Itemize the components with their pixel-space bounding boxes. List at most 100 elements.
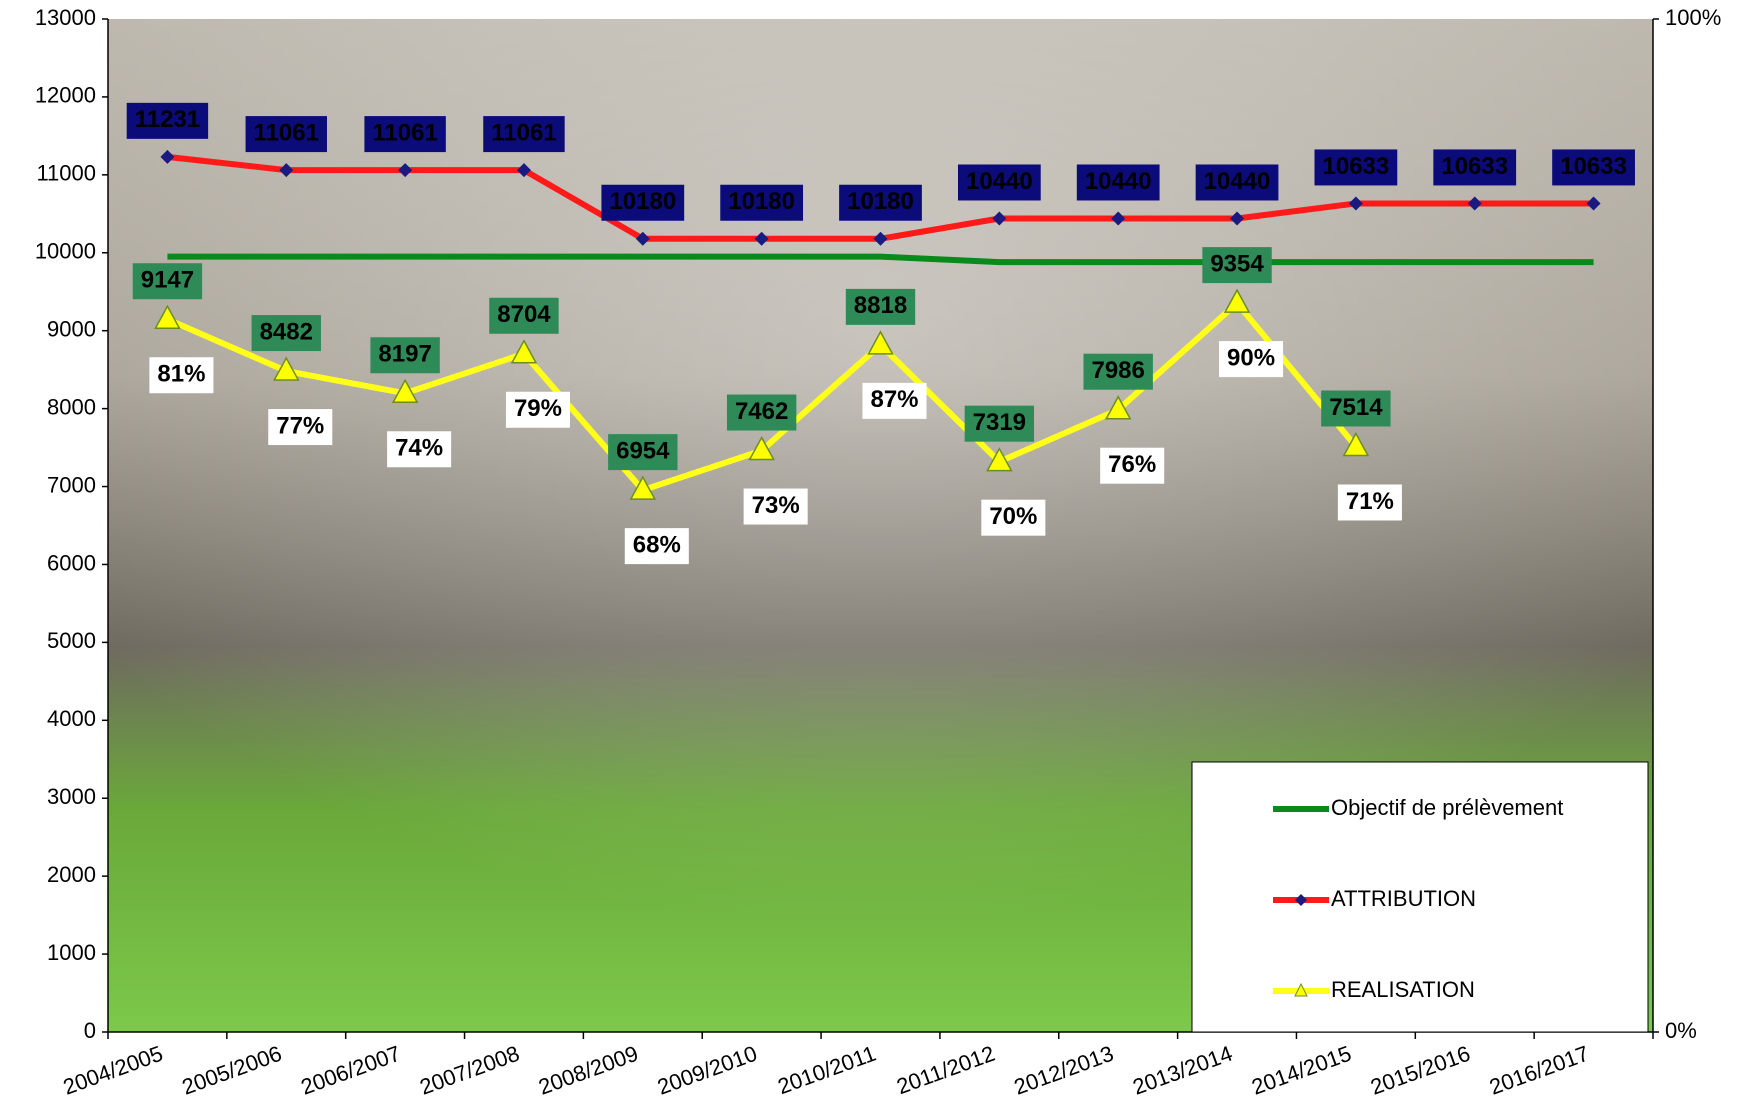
- realisation-label: 8818: [845, 288, 916, 325]
- x-tick-label: 2011/2012: [893, 1041, 998, 1100]
- realisation-marker: [1342, 431, 1370, 457]
- attribution-label-box: [1076, 164, 1160, 201]
- rate-label-text: 74%: [395, 435, 443, 462]
- attribution-label: 11061: [245, 116, 327, 153]
- realisation-label: 8482: [251, 315, 321, 352]
- realisation-label: 9354: [1202, 247, 1272, 284]
- rate-label: 81%: [149, 357, 214, 394]
- attribution-label-text: 11231: [135, 106, 200, 133]
- realisation-label-text: 8704: [497, 301, 551, 328]
- realisation-marker: [748, 435, 775, 461]
- attribution-label: 10440: [1195, 164, 1279, 201]
- attribution-label-box: [957, 164, 1041, 201]
- realisation-label-box: [726, 394, 797, 431]
- rate-label-text: 71%: [1346, 488, 1394, 515]
- rate-label-text: 68%: [633, 531, 681, 558]
- legend-label: ATTRIBUTION: [1331, 886, 1476, 911]
- x-tick-label: 2014/2015: [1248, 1041, 1354, 1100]
- attribution-marker: [160, 149, 175, 164]
- attribution-marker: [516, 163, 531, 178]
- y-tick-label: 12000: [35, 83, 96, 108]
- realisation-marker: [1104, 395, 1132, 420]
- rate-label: 77%: [268, 409, 333, 446]
- realisation-label: 6954: [608, 434, 678, 471]
- rate-label-box: [1100, 447, 1165, 484]
- attribution-label: 10440: [957, 164, 1041, 201]
- rate-label: 87%: [862, 382, 927, 419]
- attribution-label: 10633: [1552, 149, 1635, 186]
- legend-marker: [1295, 894, 1307, 906]
- rate-label-box: [981, 499, 1046, 536]
- x-tick-label: 2015/2016: [1367, 1041, 1473, 1100]
- attribution-label: 11061: [483, 116, 565, 153]
- realisation-marker: [154, 304, 181, 329]
- attribution-marker: [754, 231, 769, 246]
- x-tick-label: 2005/2006: [179, 1041, 285, 1100]
- realisation-label-box: [964, 405, 1035, 442]
- rate-label: 79%: [505, 391, 570, 428]
- y-tick-label: 13000: [35, 5, 96, 30]
- attribution-label-text: 10633: [1560, 153, 1627, 180]
- realisation-marker: [986, 447, 1013, 472]
- rate-label: 73%: [743, 488, 808, 525]
- realisation-label-box: [370, 337, 440, 374]
- attribution-marker: [873, 231, 888, 246]
- rate-label-box: [1337, 484, 1402, 521]
- y-tick-label: 10000: [35, 239, 96, 264]
- attribution-label-text: 10180: [609, 188, 676, 215]
- attribution-label: 11061: [364, 116, 446, 153]
- x-tick-label: 2008/2009: [535, 1041, 641, 1100]
- realisation-label-box: [1321, 390, 1391, 427]
- attribution-label-text: 11061: [372, 119, 437, 146]
- rate-label-box: [268, 409, 333, 446]
- rate-label: 70%: [981, 499, 1046, 536]
- attribution-label-box: [126, 102, 209, 139]
- y2-tick-label: 0%: [1665, 1018, 1697, 1043]
- attribution-label: 11231: [126, 102, 209, 139]
- rate-label-text: 90%: [1227, 344, 1275, 371]
- x-tick-label: 2010/2011: [774, 1041, 879, 1100]
- attribution-label-box: [245, 116, 327, 153]
- y-tick-label: 6000: [47, 550, 96, 575]
- legend: Objectif de prélèvement ATTRIBUTION REALIS…: [1191, 761, 1649, 1033]
- rate-label: 74%: [387, 431, 452, 468]
- y-tick-label: 9000: [47, 317, 96, 342]
- x-tick-label: 2009/2010: [654, 1041, 760, 1100]
- x-tick-label: 2004/2005: [60, 1041, 166, 1100]
- y-tick-label: 5000: [47, 628, 96, 653]
- realisation-label-text: 8482: [260, 318, 313, 345]
- attribution-label: 10180: [601, 184, 685, 221]
- attribution-marker: [1111, 211, 1126, 226]
- attribution-label-text: 10180: [847, 188, 914, 215]
- attribution-label-text: 10633: [1323, 153, 1390, 180]
- rate-label-text: 81%: [157, 361, 205, 388]
- attribution-label-box: [364, 116, 446, 153]
- rate-label-box: [624, 528, 689, 565]
- attribution-marker: [398, 163, 413, 178]
- series-line: [167, 253, 1594, 266]
- x-tick-label: 2013/2014: [1129, 1041, 1235, 1100]
- attribution-label-text: 10440: [1204, 168, 1271, 195]
- attribution-marker: [1230, 211, 1245, 226]
- rate-label-text: 76%: [1108, 451, 1156, 478]
- attribution-label-box: [601, 184, 685, 221]
- realisation-label-box: [1202, 247, 1272, 284]
- realisation-marker: [510, 339, 538, 364]
- rate-label-text: 73%: [752, 492, 800, 519]
- attribution-marker: [1586, 196, 1601, 211]
- attribution-marker: [992, 211, 1007, 226]
- attribution-marker: [1348, 196, 1363, 211]
- rate-label-box: [505, 391, 570, 428]
- rate-label: 76%: [1100, 447, 1165, 484]
- attribution-label-text: 10633: [1441, 153, 1508, 180]
- attribution-label-text: 11061: [254, 119, 319, 146]
- y-tick-label: 7000: [47, 472, 96, 497]
- realisation-label-box: [489, 297, 559, 334]
- rate-label-text: 77%: [276, 412, 324, 439]
- realisation-label-box: [608, 434, 678, 471]
- y-tick-label: 3000: [47, 784, 96, 809]
- attribution-label-box: [839, 184, 922, 221]
- legend-marker: [1294, 982, 1308, 997]
- realisation-label-text: 8818: [854, 292, 907, 319]
